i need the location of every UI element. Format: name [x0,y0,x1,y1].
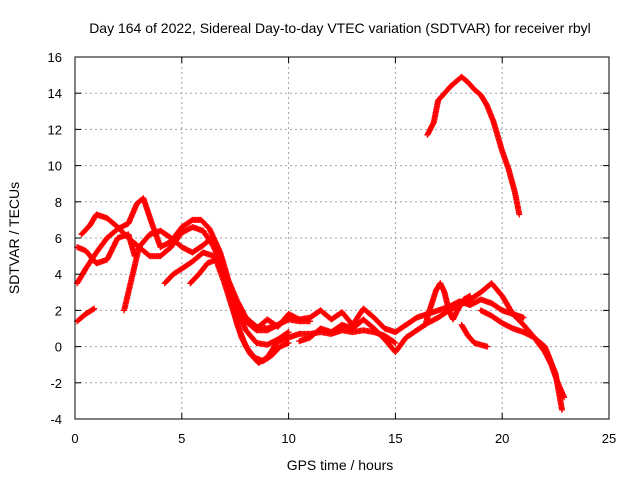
axis-ticks: 0 5 10 15 20 25 -4 -2 0 2 4 6 8 10 12 14 16 [48,50,617,446]
data-point [484,343,491,350]
satellite-track-12 [477,307,568,401]
data-point [467,292,474,299]
x-tick-label: 10 [281,431,295,446]
y-tick-label: 0 [55,340,62,355]
y-tick-label: 14 [48,86,62,101]
y-tick-label: -4 [50,412,62,427]
y-tick-label: 2 [55,303,62,318]
x-tick-label: 5 [178,431,185,446]
data-point [284,329,291,336]
data-point [391,339,398,346]
x-tick-label: 25 [602,431,616,446]
data-point [285,329,292,336]
y-tick-label: 10 [48,159,62,174]
y-tick-label: 4 [55,267,62,282]
x-tick-label: 15 [388,431,402,446]
y-tick-label: 6 [55,231,62,246]
satellite-track-13 [424,73,523,218]
x-tick-label: 20 [495,431,509,446]
data-point [392,340,399,346]
data-point [559,406,565,413]
y-tick-label: 16 [48,50,62,65]
x-tick-label: 0 [71,431,78,446]
data-point [520,314,527,321]
data-point [516,211,523,218]
satellite-track-11 [458,321,491,350]
satellite-track-7 [187,256,399,366]
satellite-track-4 [74,305,98,325]
data-point [285,340,292,346]
data-point [90,306,97,313]
chart-title: Day 164 of 2022, Sidereal Day-to-day VTE… [89,20,591,36]
satellite-track-10 [422,280,474,328]
data-point [561,394,568,401]
x-axis-label: GPS time / hours [287,457,394,473]
data-point [91,305,98,312]
y-tick-label: 12 [48,122,62,137]
y-axis-label: SDTVAR / TECUs [6,182,22,294]
y-tick-label: -2 [50,376,62,391]
data-points [74,73,568,413]
y-tick-label: 8 [55,195,62,210]
